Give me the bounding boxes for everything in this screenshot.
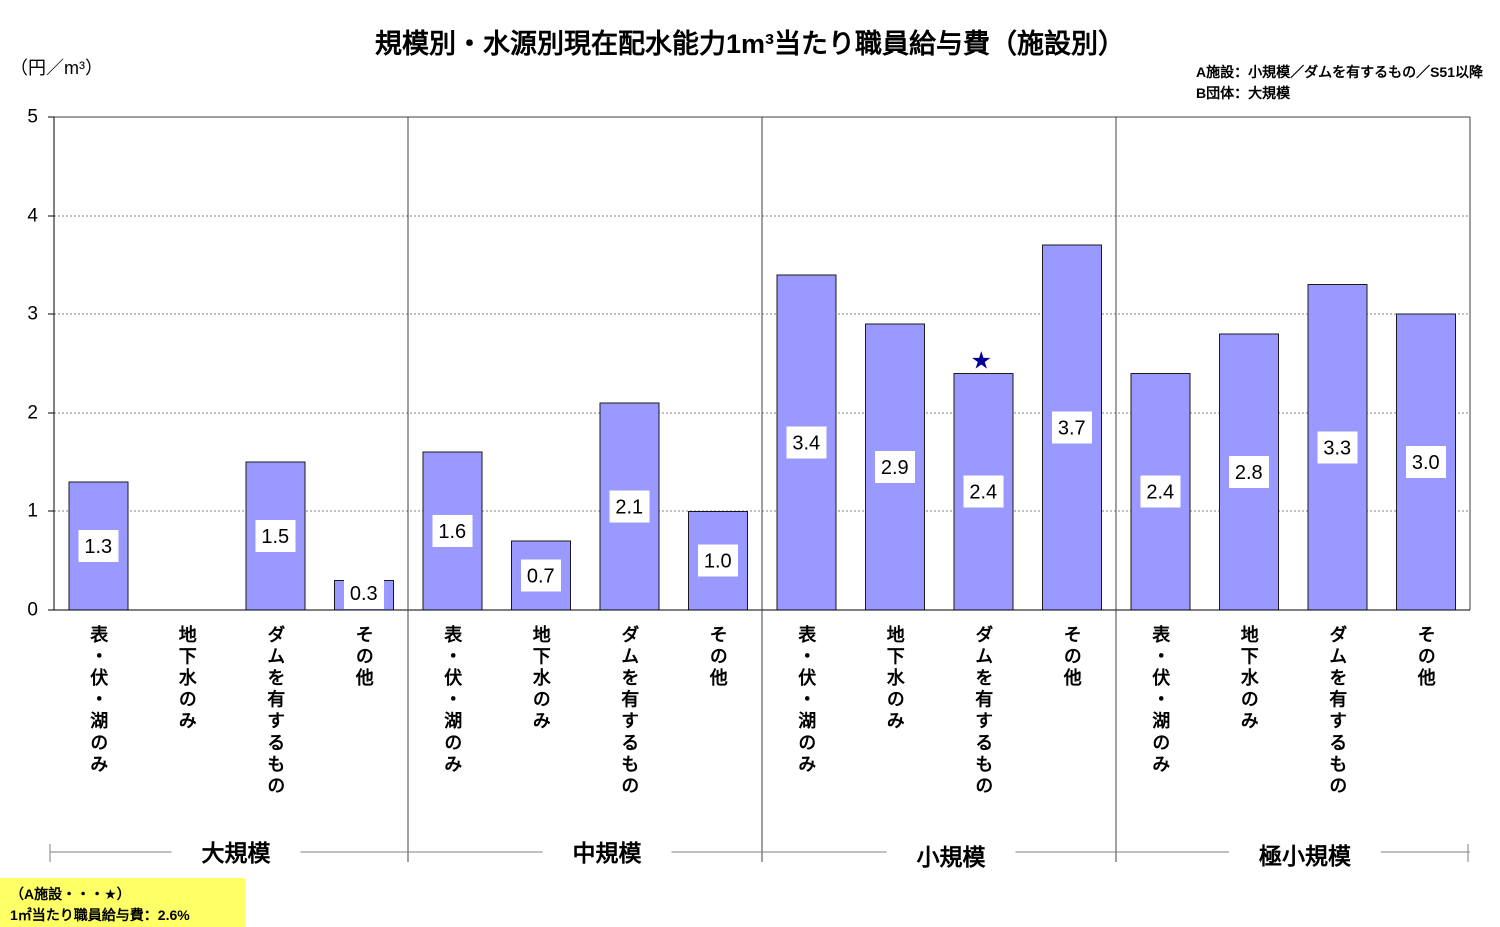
data-label: 2.9 — [874, 451, 915, 484]
y-tick-labels: 0 1 2 3 4 5 — [27, 107, 38, 621]
category-label: ダムを有するもの — [265, 625, 286, 798]
category-label: その他 — [1061, 625, 1082, 690]
category-label: ダムを有するもの — [973, 625, 994, 798]
data-label-value: 0.3 — [350, 583, 378, 605]
note-facility-a: A施設：小規模／ダムを有するもの／S51以降 — [1195, 64, 1483, 80]
note-group-b: B団体：大規模 — [1195, 85, 1291, 101]
data-label-value: 0.7 — [527, 565, 555, 587]
data-label-box — [609, 490, 650, 523]
group-label: 中規模 — [542, 838, 672, 868]
data-label-value: 1.5 — [261, 526, 289, 548]
data-label: 1.6 — [432, 515, 473, 548]
facility-a-callout: （A施設・・・★） 1㎡当たり職員給与費：2.6% — [0, 878, 245, 927]
data-label-box — [1228, 455, 1269, 488]
category-label: その他 — [707, 625, 728, 690]
category-label: 表・伏・湖のみ — [1150, 625, 1171, 777]
data-label: 3.3 — [1317, 431, 1358, 464]
data-label-value: 1.3 — [84, 536, 112, 558]
data-label-box — [78, 529, 119, 562]
data-label: 2.4 — [1140, 475, 1181, 508]
data-label-value: 2.9 — [881, 457, 909, 479]
data-label-value: 3.4 — [792, 432, 820, 454]
data-label-value: 3.7 — [1058, 418, 1086, 440]
data-label-value: 2.1 — [615, 496, 643, 518]
data-label: 2.8 — [1228, 455, 1269, 488]
category-label: 表・伏・湖のみ — [88, 625, 109, 777]
chart-title: 規模別・水源別現在配水能力1m³当たり職員給与費（施設別） — [374, 29, 1125, 59]
data-label-box — [255, 520, 296, 553]
category-label: ダムを有するもの — [1327, 625, 1348, 798]
callout-value: 1㎡当たり職員給与費：2.6% — [10, 907, 190, 923]
data-label: 1.0 — [697, 544, 738, 577]
data-label-box — [1140, 475, 1181, 508]
data-label: 2.1 — [609, 490, 650, 523]
category-label: 地下水のみ — [884, 625, 905, 733]
data-label-value: 3.0 — [1412, 452, 1440, 474]
y-axis-unit-label: （円／m³） — [10, 58, 103, 78]
data-label: 0.7 — [520, 559, 561, 592]
data-label-box — [697, 544, 738, 577]
data-label-box — [874, 451, 915, 484]
data-label: 2.4 — [963, 475, 1004, 508]
data-label-box — [343, 577, 384, 609]
y-tick-label: 1 — [27, 501, 38, 522]
callout-title: （A施設・・・★） — [10, 886, 131, 902]
data-label-box — [1317, 431, 1358, 464]
category-label: その他 — [1415, 625, 1436, 690]
data-label: 3.0 — [1405, 446, 1446, 479]
category-label: ダムを有するもの — [619, 625, 640, 798]
data-label-value: 2.4 — [969, 482, 997, 504]
category-label: 表・伏・湖のみ — [442, 625, 463, 777]
data-label-box — [1405, 446, 1446, 479]
data-label: 0.3 — [343, 577, 384, 609]
y-tick-label: 4 — [27, 206, 38, 227]
category-label: 表・伏・湖のみ — [796, 625, 817, 777]
y-tick-label: 5 — [27, 107, 38, 128]
facility-notes: A施設：小規模／ダムを有するもの／S51以降 B団体：大規模 — [1196, 62, 1483, 104]
data-label: 1.5 — [255, 520, 296, 553]
annotations: ★ — [970, 346, 992, 374]
data-label-box — [786, 426, 827, 459]
data-label: 3.7 — [1051, 411, 1092, 444]
data-label-value: 1.6 — [438, 521, 466, 543]
data-label-value: 2.8 — [1235, 462, 1263, 484]
category-label: その他 — [353, 625, 374, 690]
data-label-box — [963, 475, 1004, 508]
data-label-value: 2.4 — [1146, 482, 1174, 504]
group-label: 大規模 — [171, 838, 301, 868]
group-label: 極小規模 — [1229, 841, 1381, 871]
data-labels: 1.3 1.5 0.3 1.6 0.7 2.1 1.0 3.4 2.9 2.4 3.7 2.4 2.8 3… — [78, 411, 1446, 609]
data-label-value: 3.3 — [1323, 437, 1351, 459]
group-label: 小規模 — [886, 842, 1016, 872]
annotation-star-marker: ★ — [970, 346, 992, 374]
data-label-box — [1051, 411, 1092, 444]
category-label: 地下水のみ — [1238, 625, 1259, 733]
category-label: 地下水のみ — [176, 625, 197, 733]
data-label-box — [520, 559, 561, 592]
data-label-value: 1.0 — [704, 551, 732, 573]
y-tick-label: 3 — [27, 304, 38, 325]
category-label: 地下水のみ — [530, 625, 551, 733]
data-label: 1.3 — [78, 529, 119, 562]
data-label-box — [432, 515, 473, 548]
y-tick-label: 2 — [27, 403, 38, 424]
y-tick-label: 0 — [27, 600, 38, 621]
data-label: 3.4 — [786, 426, 827, 459]
